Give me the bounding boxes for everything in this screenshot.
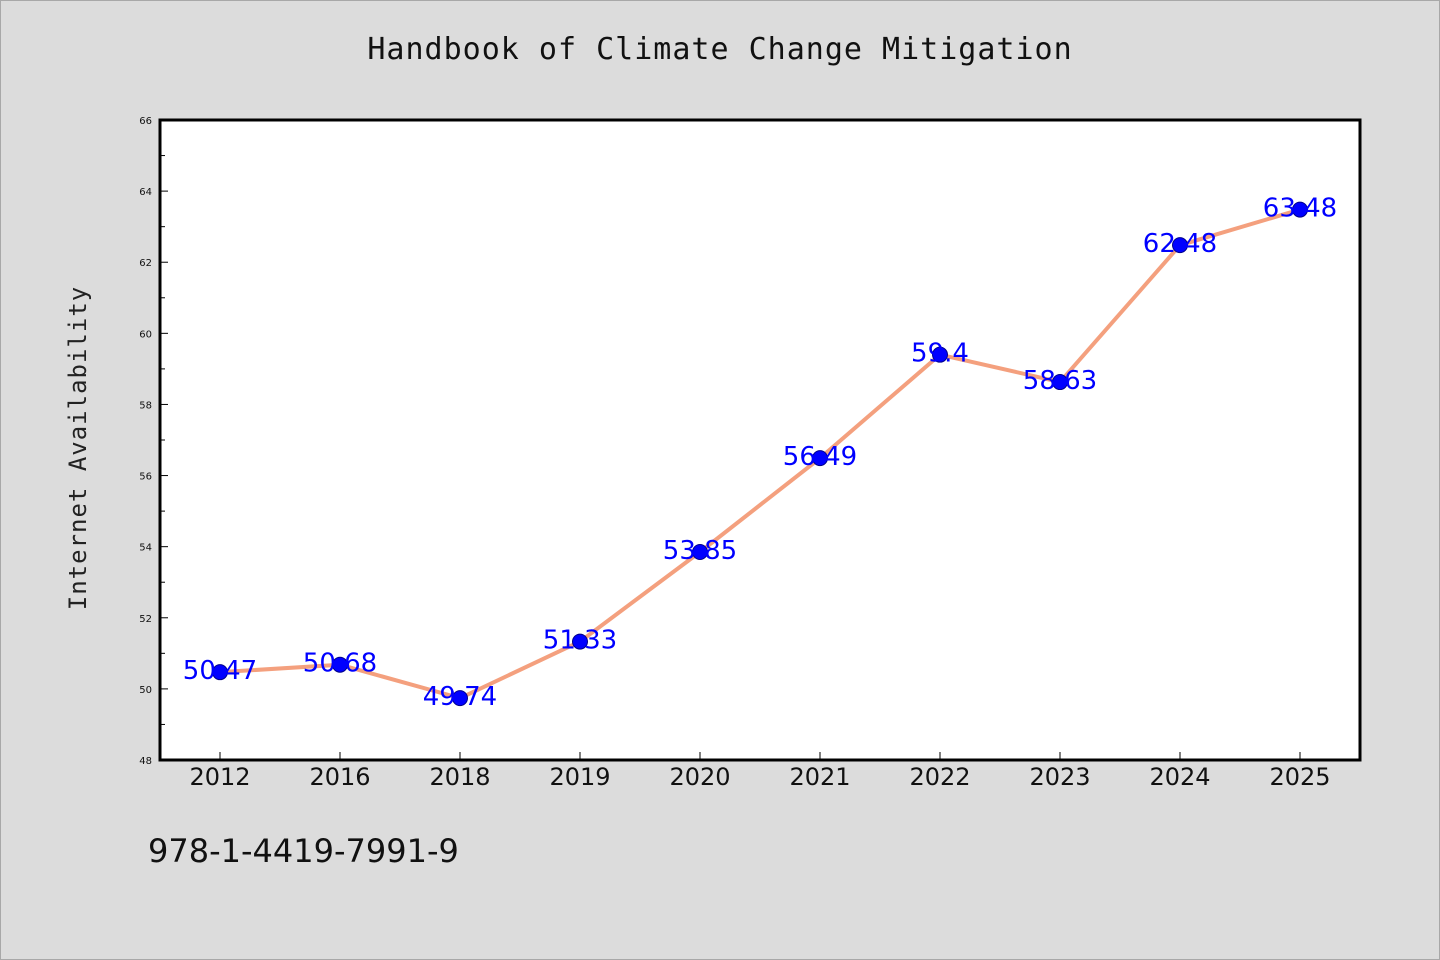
chart-title: Handbook of Climate Change Mitigation xyxy=(367,32,1073,67)
data-label: 51.33 xyxy=(543,626,617,656)
data-point xyxy=(932,346,948,363)
x-tick-label: 2021 xyxy=(789,763,850,791)
data-point xyxy=(692,544,708,560)
data-label: 56.49 xyxy=(783,442,857,472)
y-tick-label: 64 xyxy=(139,187,152,198)
x-tick-label: 2022 xyxy=(909,763,970,791)
data-point xyxy=(212,664,228,681)
data-point xyxy=(572,633,588,650)
x-axis: 2012 2016 2018 2019 2020 2021 2022 2023 2024 2025 xyxy=(189,752,1331,791)
data-labels: 50.47 50.68 49.74 51.33 53.85 56.49 59.4 58.63 6… xyxy=(183,194,1337,713)
data-point xyxy=(1292,201,1308,218)
y-tick-label: 56 xyxy=(139,472,152,483)
data-point xyxy=(812,450,828,467)
data-label: 50.68 xyxy=(303,649,377,679)
data-point xyxy=(1172,237,1188,254)
y-tick-label: 58 xyxy=(139,400,152,411)
series-line xyxy=(219,207,1301,701)
y-tick-label: 50 xyxy=(139,685,152,696)
data-markers xyxy=(212,201,1308,707)
x-tick-label: 2023 xyxy=(1029,763,1090,791)
y-tick-label: 60 xyxy=(139,329,152,340)
y-tick-label: 54 xyxy=(139,543,152,554)
data-point xyxy=(452,690,468,707)
data-label: 49.74 xyxy=(423,682,497,712)
data-label: 59.4 xyxy=(911,339,969,369)
y-tick-label: 48 xyxy=(139,756,152,767)
x-tick-label: 2019 xyxy=(549,763,610,791)
x-tick-label: 2012 xyxy=(189,763,250,791)
data-label: 58.63 xyxy=(1023,366,1097,396)
x-tick-label: 2016 xyxy=(309,763,370,791)
plot-area xyxy=(158,118,1362,762)
y-tick-label: 66 xyxy=(139,116,152,127)
x-tick-label: 2020 xyxy=(669,763,730,791)
x-tick-label: 2025 xyxy=(1269,763,1330,791)
y-tick-label: 62 xyxy=(139,258,152,269)
data-label: 53.85 xyxy=(663,536,737,566)
isbn-label: 978-1-4419-7991-9 xyxy=(148,832,459,870)
y-tick-label: 52 xyxy=(139,614,152,625)
data-label: 50.47 xyxy=(183,656,257,686)
y-axis: 48 50 52 54 56 58 60 62 64 66 xyxy=(139,116,168,767)
x-tick-label: 2018 xyxy=(429,763,490,791)
data-point xyxy=(1052,374,1068,391)
data-point xyxy=(332,656,348,673)
data-label: 62.48 xyxy=(1143,229,1217,259)
y-axis-label: Internet Availability xyxy=(64,286,92,610)
data-label: 63.48 xyxy=(1263,194,1337,224)
x-tick-label: 2024 xyxy=(1149,763,1210,791)
